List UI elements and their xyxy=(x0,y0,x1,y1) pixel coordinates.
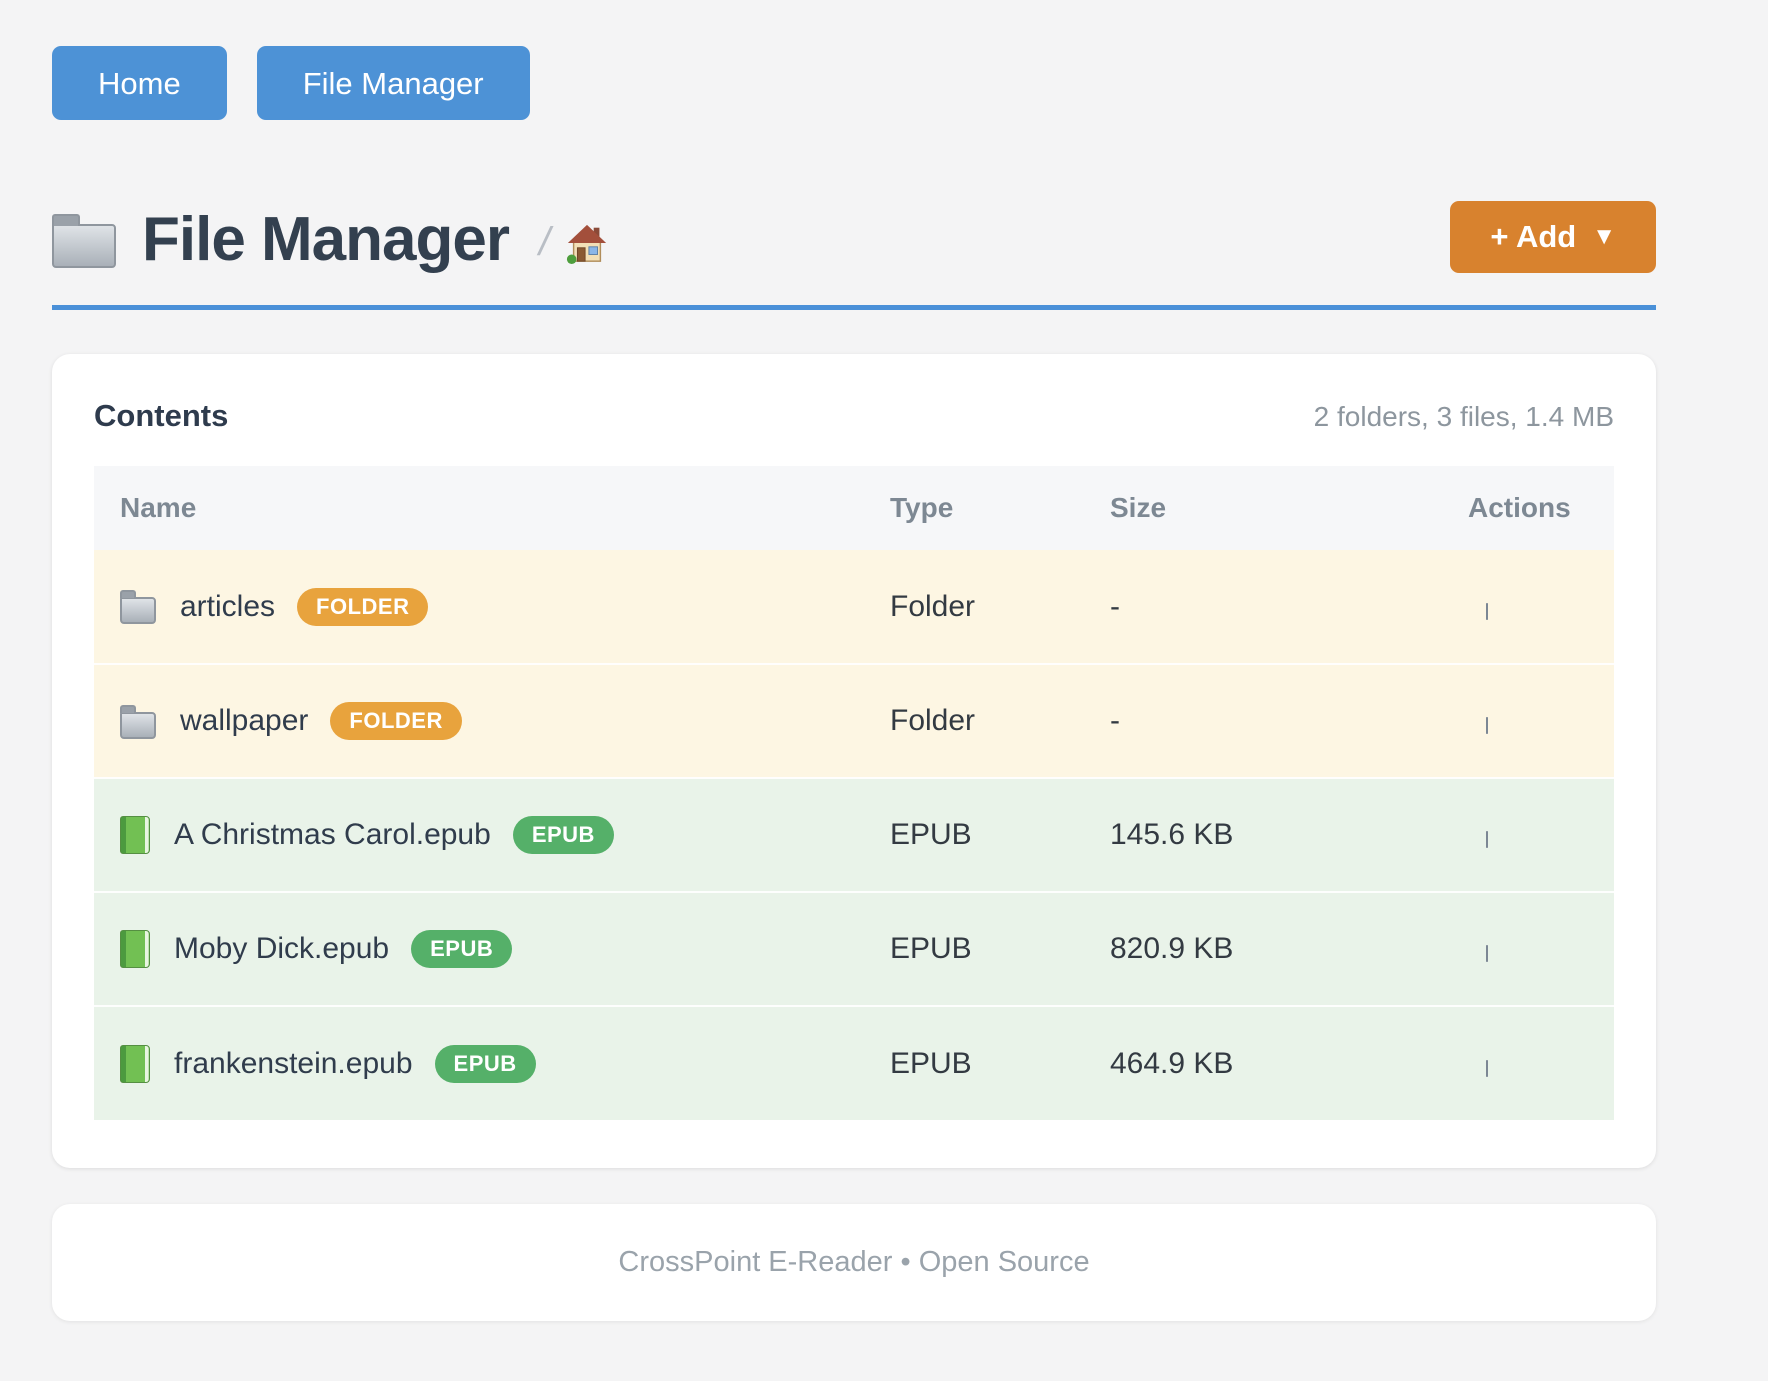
page-title: File Manager xyxy=(142,205,510,274)
type-cell: EPUB xyxy=(890,891,1110,1006)
add-button-label: + Add xyxy=(1490,218,1577,254)
title-divider xyxy=(52,305,1656,310)
actions-cell xyxy=(1402,891,1614,1006)
table-row[interactable]: Moby Dick.epub EPUB EPUB 820.9 KB xyxy=(94,891,1614,1006)
add-button[interactable]: + Add ▼ xyxy=(1450,200,1656,273)
delete-button[interactable] xyxy=(1468,1059,1506,1077)
folder-icon xyxy=(120,704,156,739)
page-title-group: File Manager / xyxy=(52,204,1450,275)
book-icon xyxy=(120,1044,150,1083)
file-table-body: articles FOLDER Folder - wallpaper FOLDE… xyxy=(94,550,1614,1120)
column-header-actions: Actions xyxy=(1402,466,1614,550)
page-header: File Manager / + Add ▼ xyxy=(52,200,1656,275)
file-name-link[interactable]: wallpaper xyxy=(180,704,309,737)
name-cell: frankenstein.epub EPUB xyxy=(94,1005,890,1120)
actions-cell xyxy=(1402,550,1614,664)
breadcrumb-home-link[interactable] xyxy=(564,221,610,268)
actions-cell xyxy=(1402,1005,1614,1120)
delete-button[interactable] xyxy=(1468,602,1506,620)
size-cell: 820.9 KB xyxy=(1110,891,1402,1006)
file-name-link[interactable]: Moby Dick.epub xyxy=(174,932,390,965)
size-cell: - xyxy=(1110,550,1402,664)
nav-button-file-manager[interactable]: File Manager xyxy=(256,46,530,120)
file-name-link[interactable]: A Christmas Carol.epub xyxy=(174,818,491,851)
trash-icon xyxy=(1468,1059,1506,1077)
actions-cell xyxy=(1402,777,1614,892)
column-header-type: Type xyxy=(890,466,1110,550)
delete-button[interactable] xyxy=(1468,717,1506,734)
folder-icon xyxy=(120,589,156,624)
type-cell: EPUB xyxy=(890,1005,1110,1120)
name-cell: wallpaper FOLDER xyxy=(94,663,890,778)
delete-button[interactable] xyxy=(1468,831,1506,848)
name-cell: articles FOLDER xyxy=(94,550,890,664)
home-icon xyxy=(564,224,610,268)
actions-cell xyxy=(1402,663,1614,778)
trash-icon xyxy=(1468,945,1506,962)
file-name-link[interactable]: articles xyxy=(180,589,276,623)
chevron-down-icon: ▼ xyxy=(1592,222,1616,250)
file-table: Name Type Size Actions articles FOLDER Fold… xyxy=(94,466,1614,1120)
breadcrumb-separator: / xyxy=(539,220,551,264)
column-header-size: Size xyxy=(1110,466,1402,550)
type-cell: Folder xyxy=(890,663,1110,778)
top-nav: Home File Manager xyxy=(52,46,1656,120)
name-cell: A Christmas Carol.epub EPUB xyxy=(94,777,890,892)
type-badge: EPUB xyxy=(512,816,614,854)
table-row[interactable]: wallpaper FOLDER Folder - xyxy=(94,663,1614,778)
footer: CrossPoint E-Reader • Open Source xyxy=(52,1204,1656,1321)
type-badge: EPUB xyxy=(411,930,513,968)
contents-card-header: Contents 2 folders, 3 files, 1.4 MB xyxy=(94,398,1614,434)
contents-title: Contents xyxy=(94,398,229,433)
contents-summary: 2 folders, 3 files, 1.4 MB xyxy=(1313,401,1614,432)
name-cell: Moby Dick.epub EPUB xyxy=(94,891,890,1006)
table-row[interactable]: A Christmas Carol.epub EPUB EPUB 145.6 K… xyxy=(94,777,1614,892)
trash-icon xyxy=(1468,717,1506,734)
table-row[interactable]: articles FOLDER Folder - xyxy=(94,550,1614,664)
size-cell: - xyxy=(1110,663,1402,778)
book-icon xyxy=(120,930,150,968)
footer-text: CrossPoint E-Reader • Open Source xyxy=(618,1246,1090,1278)
contents-card: Contents 2 folders, 3 files, 1.4 MB Name… xyxy=(52,354,1656,1168)
table-row[interactable]: frankenstein.epub EPUB EPUB 464.9 KB xyxy=(94,1005,1614,1120)
type-badge: FOLDER xyxy=(297,587,429,626)
trash-icon xyxy=(1468,831,1506,848)
size-cell: 145.6 KB xyxy=(1110,777,1402,892)
size-cell: 464.9 KB xyxy=(1110,1005,1402,1120)
file-table-head: Name Type Size Actions xyxy=(94,466,1614,550)
column-header-name: Name xyxy=(94,466,890,550)
file-name-link[interactable]: frankenstein.epub xyxy=(174,1046,413,1080)
book-icon xyxy=(120,816,150,854)
type-cell: EPUB xyxy=(890,777,1110,892)
type-cell: Folder xyxy=(890,550,1110,664)
trash-icon xyxy=(1468,602,1506,620)
type-badge: EPUB xyxy=(434,1044,536,1083)
delete-button[interactable] xyxy=(1468,945,1506,962)
header-row: Name Type Size Actions xyxy=(94,466,1614,550)
folder-icon xyxy=(52,212,116,268)
type-badge: FOLDER xyxy=(330,702,462,740)
nav-button-home[interactable]: Home xyxy=(52,46,227,120)
